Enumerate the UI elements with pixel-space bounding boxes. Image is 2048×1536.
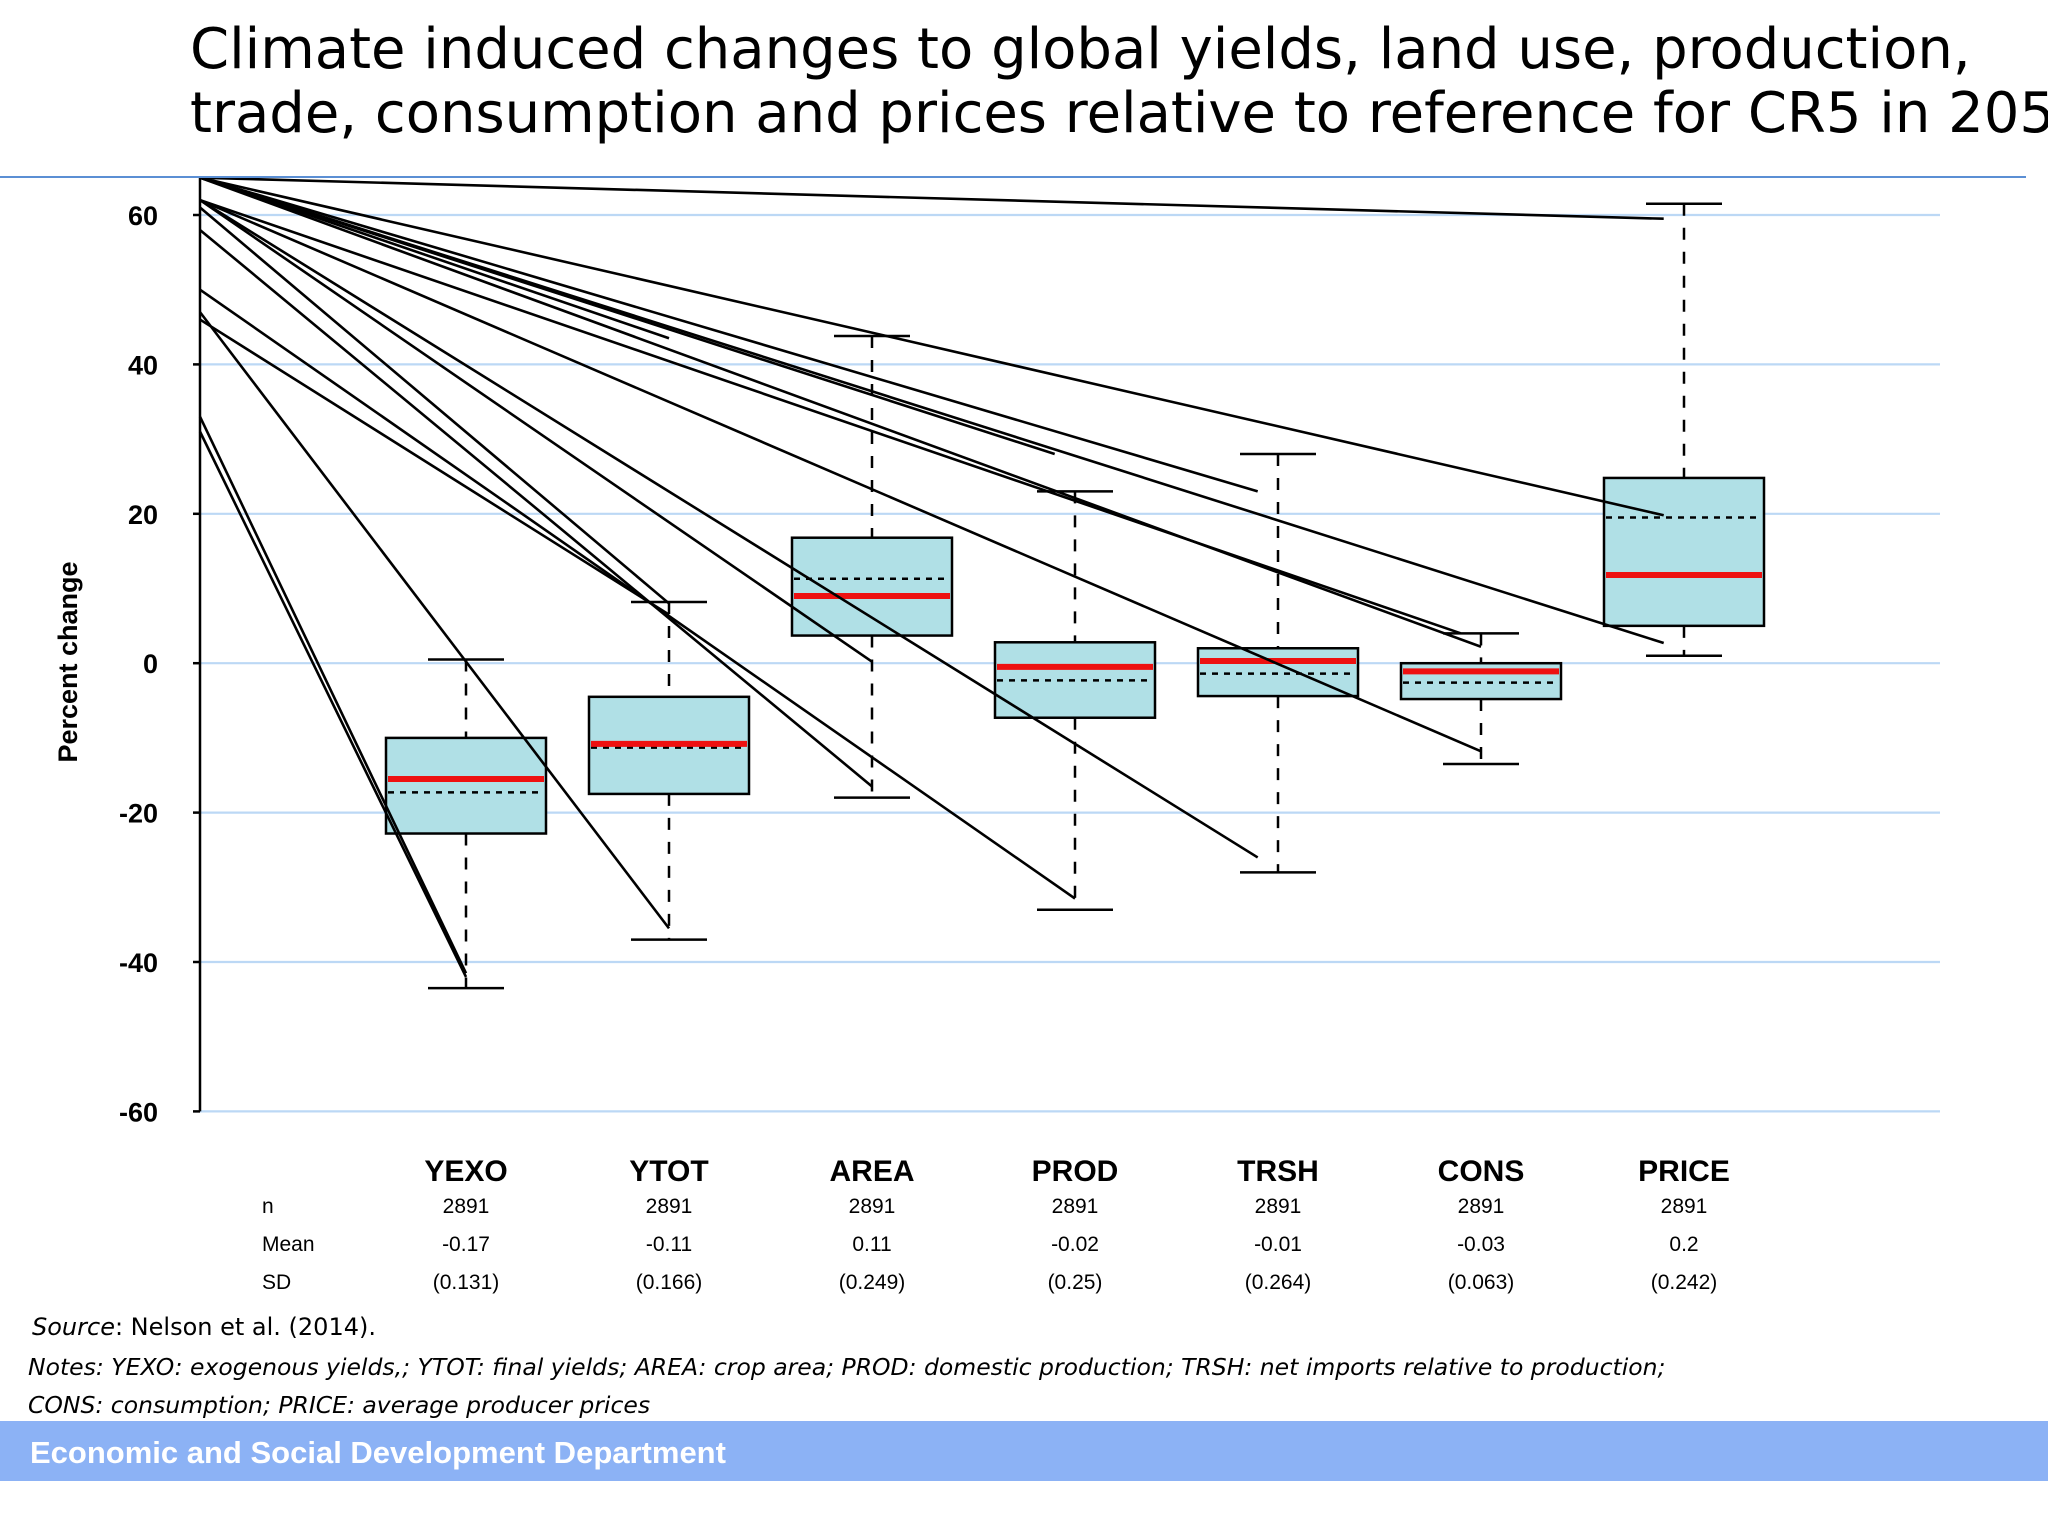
annotation-line: [199, 198, 1259, 859]
notes-line-2: CONS: consumption; PRICE: average produc…: [28, 1391, 651, 1419]
stats-row-sd: SD (0.131) (0.166) (0.249) (0.25) (0.264) (0.0…: [0, 1271, 2048, 1303]
annotation-line: [199, 178, 1664, 517]
notes-line-1: Notes: YEXO: exogenous yields,; YTOT: fi…: [28, 1353, 1666, 1381]
iqr-box: [790, 536, 954, 637]
annotation-line: [199, 198, 873, 663]
stats-cell: 2891: [442, 1195, 490, 1218]
annotation-line: [199, 198, 1482, 753]
stats-cell: (0.242): [1650, 1271, 1718, 1294]
source-citation: Source: Nelson et al. (2014).: [32, 1313, 376, 1341]
stats-cell: (0.249): [838, 1271, 906, 1294]
stats-cell: (0.25): [1047, 1271, 1103, 1294]
stats-cell: 2891: [1051, 1195, 1099, 1218]
annotation-line: [199, 178, 1056, 456]
slide-title-line-1: Climate induced changes to global yields…: [190, 17, 1971, 82]
annotation-line: [198, 431, 468, 978]
stats-cell: (0.166): [635, 1271, 703, 1294]
stats-row-mean: Mean -0.17 -0.11 0.11 -0.02 -0.01 -0.03 0.2: [0, 1233, 2048, 1265]
annotation-line: [199, 178, 1664, 221]
stats-cell: 2891: [848, 1195, 896, 1218]
y-tick-label: -60: [119, 1097, 158, 1127]
annotation-line: [199, 178, 1482, 648]
stats-cell: 2891: [645, 1195, 693, 1218]
box-ytot: [587, 600, 751, 941]
box-yexo: [384, 658, 548, 990]
source-text: : Nelson et al. (2014).: [114, 1313, 376, 1341]
stats-row-label: SD: [262, 1271, 292, 1294]
stats-cell: 0.2: [1669, 1233, 1699, 1256]
slide-title-line-2: trade, consumption and prices relative t…: [190, 81, 2048, 146]
annotation-line: [198, 311, 671, 930]
x-category-label: YEXO: [424, 1155, 507, 1188]
stats-cell: -0.03: [1457, 1233, 1505, 1256]
stats-cell: -0.11: [645, 1233, 693, 1256]
annotation-line: [198, 416, 468, 974]
y-axis-label: Percent change: [53, 561, 83, 762]
y-tick-label: 0: [143, 649, 158, 679]
annotation-line: [199, 198, 1462, 635]
stats-cell: 2891: [1457, 1195, 1505, 1218]
annotation-line: [199, 318, 670, 616]
annotation-line: [199, 178, 670, 340]
title-divider: [0, 176, 2026, 178]
source-label: Source: [32, 1313, 115, 1341]
box-prod: [993, 490, 1157, 911]
boxplot-chart: 60 40 20 0 -20 -40 -60 Percent change YEXO YTOT A…: [53, 178, 1940, 1188]
footer-text: Economic and Social Development Departme…: [30, 1435, 726, 1470]
box-price: [1602, 202, 1766, 657]
stats-cell: 2891: [1254, 1195, 1302, 1218]
notes: Notes: YEXO: exogenous yields,; YTOT: fi…: [28, 1348, 1988, 1424]
stats-cell: -0.17: [442, 1233, 490, 1256]
y-tick-label: 40: [128, 350, 158, 380]
stats-cell: (0.063): [1447, 1271, 1515, 1294]
stats-row-label: Mean: [262, 1233, 315, 1256]
y-tick-label: -40: [119, 948, 158, 978]
stats-cell: -0.01: [1254, 1233, 1302, 1256]
x-category-label: YTOT: [629, 1155, 708, 1188]
y-tick-label: 20: [128, 500, 158, 530]
annotation-line: [199, 206, 670, 605]
stats-cell: 0.11: [852, 1233, 892, 1256]
x-category-label: AREA: [829, 1155, 914, 1188]
x-category-label: PROD: [1032, 1155, 1119, 1188]
stats-row-n: n 2891 2891 2891 2891 2891 2891 2891: [0, 1195, 2048, 1227]
annotation-line: [199, 228, 873, 788]
x-category-label: TRSH: [1237, 1155, 1319, 1188]
y-tick-label: 60: [128, 201, 158, 231]
iqr-box: [384, 736, 548, 835]
x-category-label: PRICE: [1638, 1155, 1730, 1188]
box-cons: [1399, 632, 1563, 766]
stats-cell: 2891: [1660, 1195, 1708, 1218]
stats-cell: (0.131): [432, 1271, 500, 1294]
footer-bar: Economic and Social Development Departme…: [0, 1421, 2048, 1481]
y-tick-label: -20: [119, 799, 158, 829]
box-area: [790, 334, 954, 799]
stats-cell: -0.02: [1051, 1233, 1099, 1256]
x-category-label: CONS: [1438, 1155, 1525, 1188]
slide-title: Climate induced changes to global yields…: [190, 17, 2048, 146]
annotation-line: [199, 178, 1259, 493]
stats-table: n 2891 2891 2891 2891 2891 2891 2891 Mean -0.17 -0…: [0, 1195, 2048, 1305]
stats-cell: (0.264): [1244, 1271, 1312, 1294]
stats-row-label: n: [262, 1195, 274, 1218]
iqr-box: [1602, 476, 1766, 628]
